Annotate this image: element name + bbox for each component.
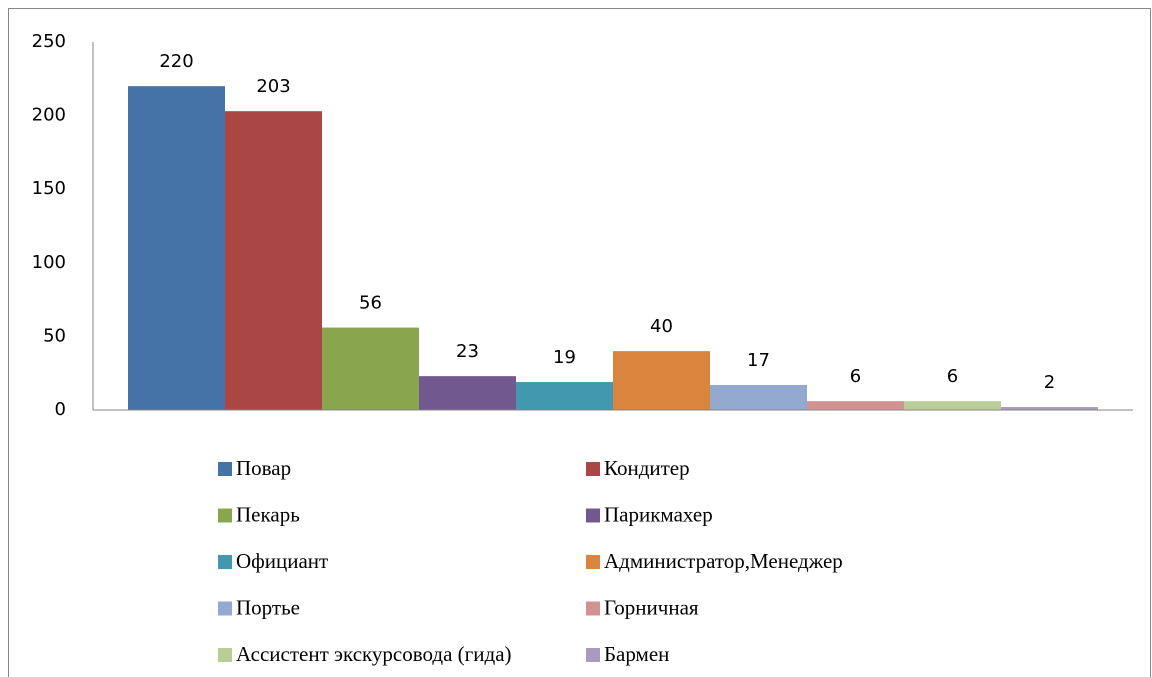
legend-swatch	[586, 648, 600, 662]
bar	[128, 86, 225, 410]
bar	[516, 382, 613, 410]
bar	[1001, 407, 1098, 410]
legend-label: Администратор,Менеджер	[604, 549, 843, 573]
bar	[710, 384, 807, 410]
legend-label: Повар	[236, 456, 291, 480]
legend-label: Горничная	[604, 595, 699, 619]
bar	[322, 327, 419, 410]
y-tick-label: 150	[32, 178, 66, 199]
chart-frame	[8, 8, 1151, 677]
data-label: 6	[850, 366, 861, 387]
legend-swatch	[218, 601, 232, 616]
legend-swatch	[218, 508, 232, 523]
legend-label: Официант	[236, 549, 328, 573]
y-tick-label: 200	[32, 105, 66, 126]
data-label: 2	[1044, 372, 1055, 393]
data-label: 23	[456, 341, 479, 362]
bar	[904, 401, 1001, 410]
bar	[419, 376, 516, 410]
legend-swatch	[586, 601, 600, 616]
bar	[613, 351, 710, 410]
legend-swatch	[218, 648, 232, 662]
legend-label: Парикмахер	[604, 502, 713, 526]
y-tick-label: 50	[43, 325, 66, 346]
legend-swatch	[586, 462, 600, 476]
y-tick-label: 250	[32, 31, 66, 52]
data-label: 40	[650, 316, 673, 337]
legend-label: Кондитер	[604, 456, 690, 480]
legend-label: Ассистент экскурсовода (гида)	[236, 642, 512, 666]
data-label: 6	[947, 366, 958, 387]
y-tick-label: 0	[55, 399, 66, 420]
data-label: 56	[359, 293, 382, 314]
bar	[807, 401, 904, 410]
data-label: 203	[256, 76, 290, 97]
legend-swatch	[218, 462, 232, 476]
bar	[225, 111, 322, 411]
legend-swatch	[586, 555, 600, 569]
legend-swatch	[586, 508, 600, 523]
data-label: 19	[553, 347, 576, 368]
legend-label: Бармен	[604, 642, 669, 666]
legend-label: Пекарь	[236, 502, 300, 526]
data-label: 17	[747, 350, 770, 371]
data-label: 220	[159, 51, 193, 72]
y-tick-label: 100	[32, 252, 66, 273]
legend-label: Портье	[236, 595, 300, 619]
legend-swatch	[218, 555, 232, 569]
